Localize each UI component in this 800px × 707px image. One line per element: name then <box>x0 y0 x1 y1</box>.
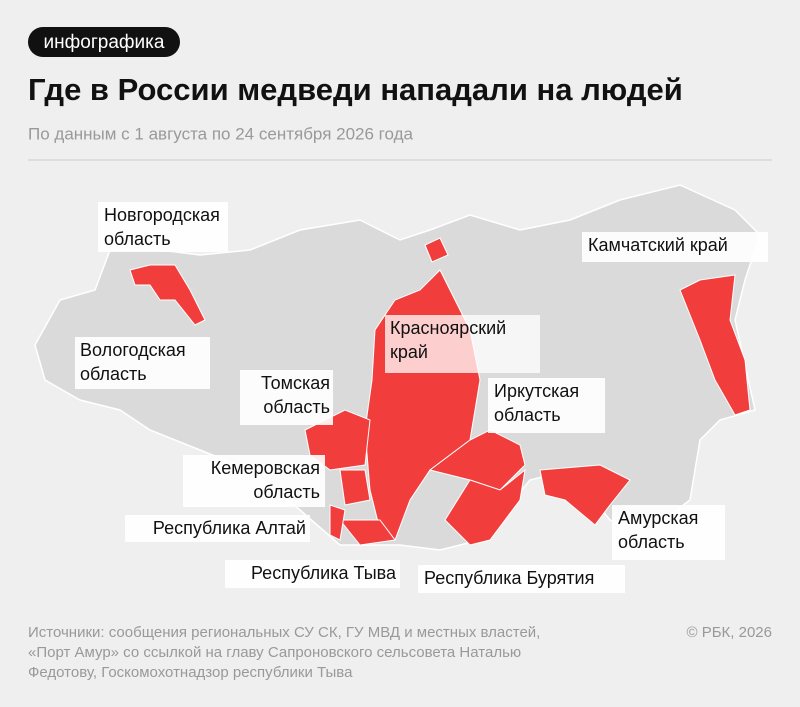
kemerovo-region <box>339 469 371 506</box>
region-label: область <box>253 482 320 502</box>
tag: инфографика <box>44 32 165 53</box>
region-label: Амурская <box>618 508 698 528</box>
label-background <box>225 560 400 588</box>
region-label: Республика Бурятия <box>424 568 594 588</box>
region-label: край <box>390 342 428 362</box>
label-background <box>488 378 605 433</box>
region-label: Республика Алтай <box>153 518 306 538</box>
region-label: Республика Тыва <box>251 563 397 583</box>
region-label: область <box>104 229 171 249</box>
region-label: Вологодская <box>80 340 186 360</box>
novgorod-region <box>129 264 206 326</box>
region-label: область <box>80 364 147 384</box>
tag-pill <box>28 27 180 57</box>
label-background <box>240 370 333 425</box>
altai-region <box>329 504 346 541</box>
label-background <box>125 515 310 542</box>
label-background <box>612 505 725 560</box>
source-line: Федотову, Госкомохотнадзор республики Ты… <box>28 664 353 681</box>
label-background <box>582 232 768 262</box>
region-label: Томская <box>261 373 330 393</box>
kamchatka-region <box>679 274 751 416</box>
region-label: Кемеровская <box>211 458 320 478</box>
region-labels: Новгородская область Вологодская область Том… <box>75 202 768 593</box>
buryatia-region <box>444 468 526 546</box>
source: Источники: сообщения региональных СУ СК,… <box>28 624 540 681</box>
region-label: область <box>263 397 330 417</box>
copyright: © РБК, 2026 <box>686 624 772 641</box>
source-line: Источники: сообщения региональных СУ СК,… <box>28 624 540 641</box>
amur-region <box>539 464 631 526</box>
label-background <box>75 337 210 389</box>
title: Где в России медведи нападали на людей <box>28 72 683 107</box>
region-label: область <box>618 532 685 552</box>
source-line: «Порт Амур» со ссылкой на главу Сапронов… <box>28 644 521 661</box>
krasnoyarsk-island <box>424 237 449 263</box>
label-background <box>418 565 625 593</box>
region-label: Камчатский край <box>588 235 728 255</box>
label-background <box>98 202 228 252</box>
region-label: Иркутская <box>494 381 579 401</box>
region-label: область <box>494 405 561 425</box>
region-label: Новгородская <box>104 205 220 225</box>
label-background <box>385 315 540 373</box>
label-background <box>183 455 325 507</box>
region-label: Красноярский <box>390 318 506 338</box>
tyva-region <box>338 519 396 546</box>
subtitle: По данным с 1 августа по 24 сентября 202… <box>28 124 413 143</box>
